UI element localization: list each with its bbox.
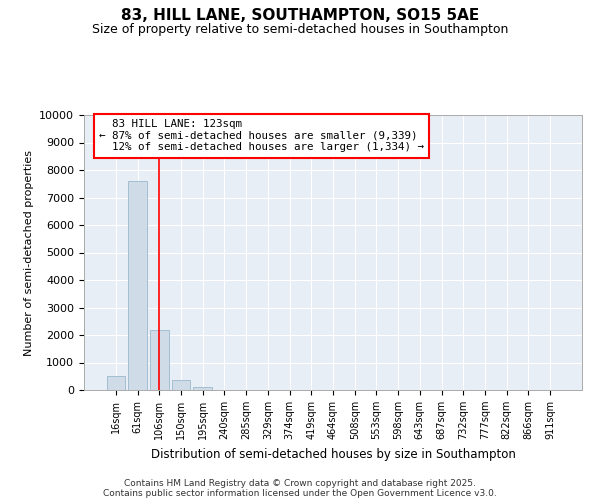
Bar [128, 181, 147, 390]
Text: Contains HM Land Registry data © Crown copyright and database right 2025.: Contains HM Land Registry data © Crown c… [124, 478, 476, 488]
Y-axis label: Number of semi-detached properties: Number of semi-detached properties [24, 150, 34, 356]
Text: 83 HILL LANE: 123sqm
← 87% of semi-detached houses are smaller (9,339)
  12% of : 83 HILL LANE: 123sqm ← 87% of semi-detac… [99, 119, 424, 152]
Text: Contains public sector information licensed under the Open Government Licence v3: Contains public sector information licen… [103, 488, 497, 498]
Bar [193, 387, 212, 390]
Bar [107, 376, 125, 390]
Bar [172, 380, 190, 390]
X-axis label: Distribution of semi-detached houses by size in Southampton: Distribution of semi-detached houses by … [151, 448, 515, 460]
Text: 83, HILL LANE, SOUTHAMPTON, SO15 5AE: 83, HILL LANE, SOUTHAMPTON, SO15 5AE [121, 8, 479, 22]
Text: Size of property relative to semi-detached houses in Southampton: Size of property relative to semi-detach… [92, 22, 508, 36]
Bar [150, 330, 169, 390]
